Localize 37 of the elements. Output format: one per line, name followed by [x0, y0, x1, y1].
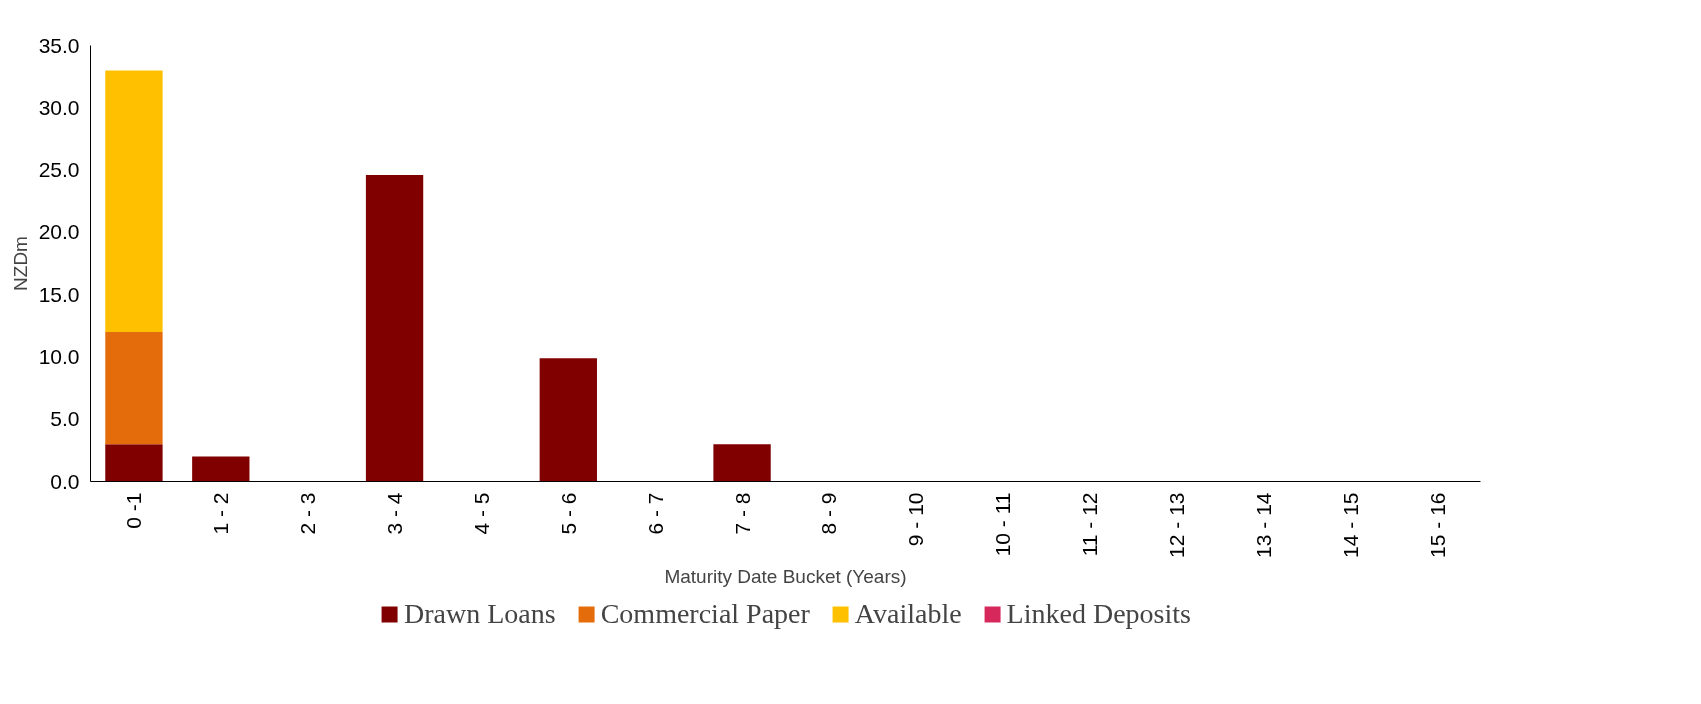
bar: [105, 444, 163, 482]
bar: [192, 456, 250, 482]
y-axis-title: NZDm: [9, 236, 31, 291]
bar: [105, 70, 163, 333]
x-tick-label: 2 - 3: [296, 492, 320, 535]
x-tick-label: 7 - 8: [730, 492, 754, 535]
x-axis-title: Maturity Date Bucket (Years): [664, 565, 907, 587]
y-tick-label: 0.0: [50, 469, 80, 493]
y-tick-label: 10.0: [38, 344, 80, 368]
x-tick-label: 0 -1: [122, 492, 146, 529]
x-tick-label: 15 - 16: [1425, 492, 1449, 558]
bar: [105, 332, 163, 445]
x-tick-label: 14 - 15: [1338, 492, 1362, 558]
x-tick-label: 10 - 11: [991, 492, 1015, 557]
y-tick-label: 15.0: [38, 282, 80, 306]
bar: [713, 444, 771, 482]
x-tick-label: 11 - 12: [1078, 492, 1102, 557]
x-tick-label: 9 - 10: [904, 492, 928, 547]
legend-label: Drawn Loans: [404, 598, 556, 630]
legend-label: Available: [854, 598, 962, 630]
legend-label: Linked Deposits: [1006, 598, 1191, 630]
y-tick-label: 5.0: [50, 407, 80, 431]
y-tick-label: 25.0: [38, 158, 80, 182]
x-tick-label: 12 - 13: [1164, 492, 1188, 558]
legend-label: Commercial Paper: [600, 598, 810, 630]
y-tick-label: 20.0: [38, 220, 80, 244]
bar: [365, 175, 424, 482]
y-tick-label: 35.0: [38, 33, 80, 57]
x-tick-label: 6 - 7: [643, 492, 667, 535]
x-tick-label: 8 - 9: [817, 492, 841, 535]
x-tick-label: 1 - 2: [209, 492, 233, 535]
x-tick-label: 4 - 5: [469, 492, 493, 535]
y-tick-label: 30.0: [38, 95, 80, 119]
x-tick-label: 13 - 14: [1251, 492, 1275, 558]
bar: [539, 358, 597, 482]
x-tick-label: 3 - 4: [383, 492, 407, 535]
x-tick-label: 5 - 6: [556, 492, 580, 535]
